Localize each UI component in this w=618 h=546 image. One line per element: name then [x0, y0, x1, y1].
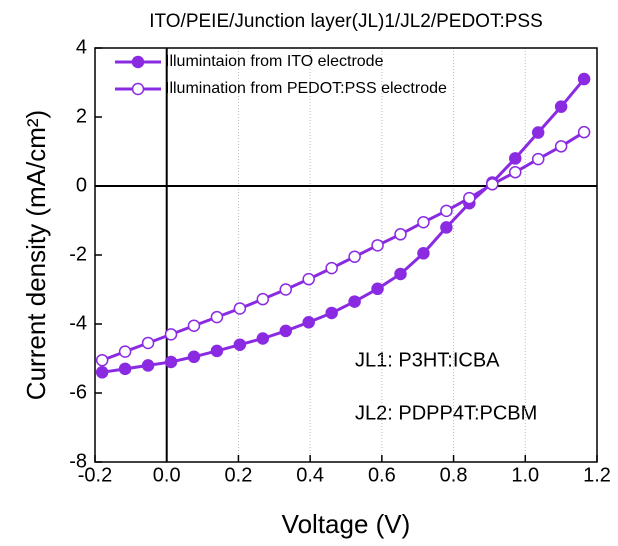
data-point	[440, 204, 453, 218]
data-point	[187, 350, 201, 364]
data-line	[101, 78, 586, 374]
data-point	[164, 328, 178, 341]
legend-marker	[131, 82, 145, 96]
legend-label: Illumintaion from ITO electrode	[165, 53, 384, 70]
data-point	[141, 359, 155, 372]
x-axis-label: Voltage (V)	[282, 509, 411, 539]
data-point	[233, 338, 247, 351]
data-point	[417, 215, 430, 229]
data-point	[486, 178, 499, 191]
data-point	[256, 332, 270, 345]
data-point	[348, 250, 361, 263]
data-point	[371, 282, 384, 296]
data-point	[187, 319, 201, 332]
data-line	[101, 130, 585, 362]
plot-frame	[94, 47, 598, 463]
y-tick-label: -6	[69, 381, 87, 403]
y-tick-label: 2	[76, 105, 87, 127]
data-point	[554, 140, 568, 153]
y-tick-label: -2	[69, 243, 87, 265]
y-axis-label: Current density (mA/cm²)	[21, 110, 51, 400]
y-tick-label: -8	[69, 450, 87, 472]
data-point	[118, 345, 132, 358]
data-point	[508, 165, 522, 179]
data-point	[302, 316, 315, 329]
data-point	[577, 72, 591, 86]
x-tick-label: 1.0	[511, 464, 539, 486]
data-point	[233, 302, 247, 315]
x-tick-label: 1.2	[583, 464, 611, 486]
chart-title: ITO/PEIE/Junction layer(JL)1/JL2/PEDOT:P…	[149, 11, 543, 32]
x-tick-label: 0.4	[296, 464, 324, 486]
data-point	[210, 310, 224, 324]
data-point	[394, 267, 407, 281]
data-point	[325, 261, 338, 275]
data-point	[554, 100, 568, 113]
data-point	[463, 191, 476, 205]
data-point	[164, 355, 178, 369]
data-point	[256, 292, 270, 306]
annotation: JL2: PDPP4T:PCBM	[355, 402, 537, 424]
legend-marker	[131, 55, 145, 69]
y-tick-label: -4	[69, 312, 87, 334]
data-point	[118, 362, 132, 376]
data-point	[348, 295, 361, 308]
data-point	[531, 126, 545, 139]
data-point	[440, 221, 453, 234]
data-point	[141, 336, 155, 350]
x-tick-label: -0.2	[78, 464, 112, 486]
y-tick-label: 0	[76, 174, 87, 196]
data-point	[95, 353, 109, 367]
x-tick-label: 0.2	[225, 464, 253, 486]
data-point	[325, 306, 338, 320]
x-tick-label: 0.8	[440, 464, 468, 486]
annotation: JL1: P3HT:ICBA	[355, 349, 500, 371]
data-point	[508, 152, 522, 165]
x-tick-label: 0.6	[368, 464, 396, 486]
data-point	[417, 247, 430, 260]
data-point	[279, 283, 293, 296]
y-tick-label: 4	[76, 36, 87, 58]
data-point	[531, 152, 545, 166]
data-point	[394, 228, 407, 241]
data-point	[279, 324, 293, 338]
data-point	[210, 344, 224, 358]
legend-label: Illumination from PEDOT:PSS electrode	[165, 80, 447, 97]
data-point	[302, 272, 315, 286]
data-point	[371, 239, 384, 252]
data-point	[577, 125, 591, 139]
data-point	[95, 366, 109, 379]
x-tick-label: 0.0	[153, 464, 181, 486]
